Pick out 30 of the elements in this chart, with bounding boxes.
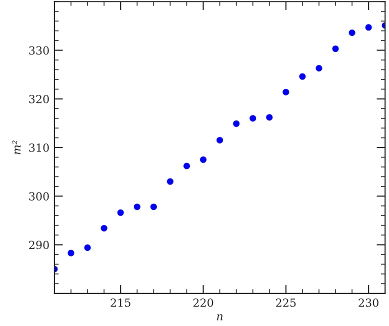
- point: [84, 244, 91, 251]
- point: [250, 115, 256, 122]
- x-tick-label: 220: [193, 298, 214, 307]
- x-axis-title: n: [216, 314, 223, 320]
- y-axis-title: m²: [12, 140, 21, 154]
- point: [134, 204, 140, 210]
- point: [200, 156, 207, 163]
- point: [299, 73, 306, 80]
- point: [183, 162, 190, 170]
- y-tick-label: 330: [29, 46, 49, 55]
- point: [166, 178, 174, 185]
- y-tick-label: 310: [29, 143, 49, 152]
- point: [117, 209, 124, 216]
- point: [332, 46, 339, 52]
- point: [233, 120, 240, 127]
- point: [365, 24, 372, 31]
- point: [316, 64, 322, 72]
- y-tick-label: 300: [29, 192, 49, 201]
- point: [216, 136, 224, 144]
- y-tick-label: 290: [29, 240, 49, 250]
- x-tick-label: 230: [358, 298, 378, 307]
- y-tick-label: 320: [29, 94, 49, 104]
- point: [282, 88, 290, 96]
- point: [68, 250, 74, 256]
- x-tick-label: 225: [276, 298, 296, 307]
- point: [100, 224, 108, 232]
- x-tick-label: 215: [110, 298, 130, 307]
- point: [266, 114, 273, 121]
- point: [150, 204, 157, 210]
- point: [348, 29, 356, 36]
